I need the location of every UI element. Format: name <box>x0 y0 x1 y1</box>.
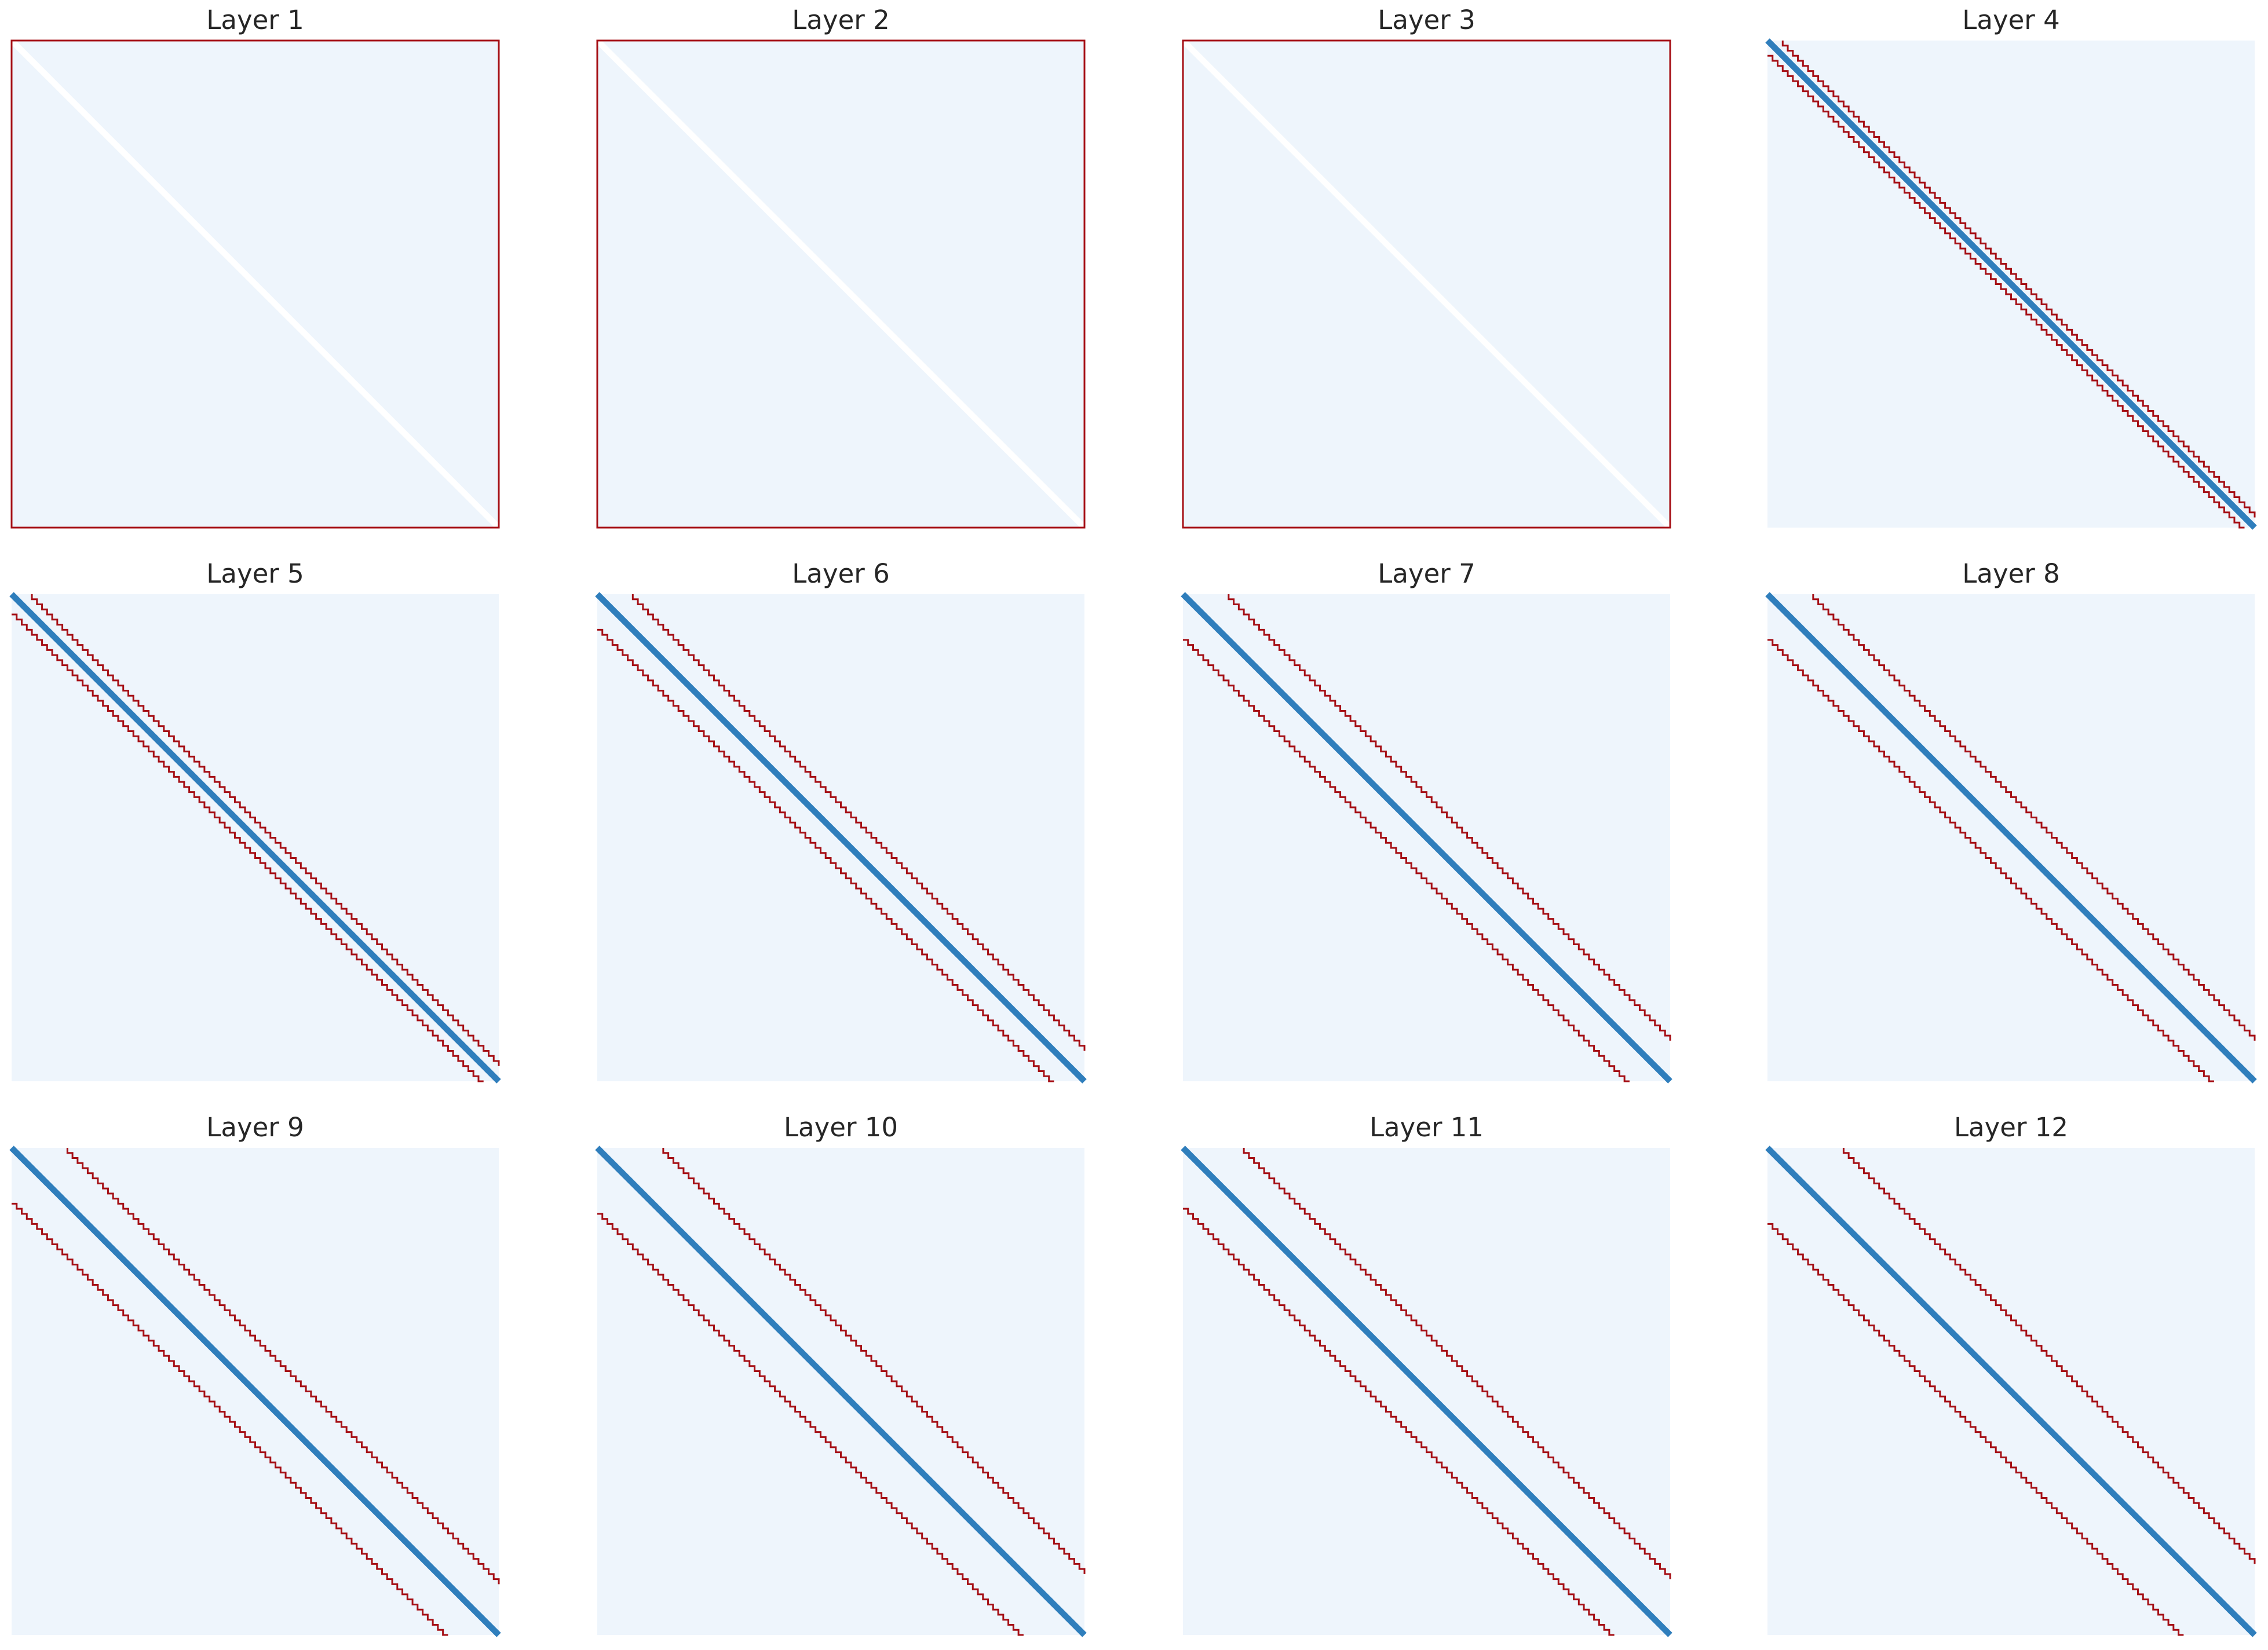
window-edge-lower <box>1767 1223 2184 1636</box>
window-edge-lower <box>597 628 1054 1082</box>
diagonal <box>595 592 1087 1084</box>
panel-title: Layer 8 <box>1962 558 2059 589</box>
window-edge-upper <box>662 1148 1086 1574</box>
window-border <box>1182 39 1671 529</box>
panel-title: Layer 6 <box>792 558 889 589</box>
window-edge-lower <box>1183 639 1630 1082</box>
window-edge-upper <box>1842 1148 2256 1564</box>
window-edge-lower <box>1767 54 2245 529</box>
window-edge-lower <box>12 613 484 1082</box>
panel-title: Layer 2 <box>792 5 889 35</box>
diagonal <box>595 38 1087 530</box>
diagonal <box>1181 1146 1672 1637</box>
diagonal <box>1181 592 1672 1084</box>
panel-title: Layer 3 <box>1378 5 1475 35</box>
diagonal <box>1181 38 1672 530</box>
window-edge-upper <box>31 594 500 1066</box>
window-edge-upper <box>1243 1148 1671 1579</box>
window-border <box>596 39 1086 529</box>
window-edge-upper <box>631 594 1086 1051</box>
window-edge-lower <box>1183 1208 1615 1636</box>
window-edge-upper <box>1228 594 1671 1041</box>
diagonal <box>595 1146 1087 1637</box>
diagonal <box>1765 1146 2257 1637</box>
diagonal <box>9 1146 501 1637</box>
panel-title: Layer 9 <box>206 1112 304 1143</box>
window-edge-upper <box>1781 41 2256 518</box>
window-edge-lower <box>597 1213 1024 1636</box>
diagonal <box>1765 592 2257 1084</box>
panel-title: Layer 10 <box>784 1112 898 1143</box>
diagonal <box>9 38 501 530</box>
window-edge-upper <box>66 1148 500 1585</box>
window-border <box>10 39 500 529</box>
panel-title: Layer 7 <box>1378 558 1475 589</box>
panel-title: Layer 1 <box>206 5 304 35</box>
panel-title: Layer 12 <box>1954 1112 2068 1143</box>
diagonal <box>1765 38 2257 530</box>
panel-title: Layer 11 <box>1369 1112 1484 1143</box>
window-edge-lower <box>1767 639 2214 1082</box>
panel-title: Layer 4 <box>1962 5 2059 35</box>
panel-title: Layer 5 <box>206 558 304 589</box>
diagonal <box>9 592 501 1084</box>
window-edge-lower <box>12 1202 448 1636</box>
window-edge-upper <box>1812 594 2256 1041</box>
